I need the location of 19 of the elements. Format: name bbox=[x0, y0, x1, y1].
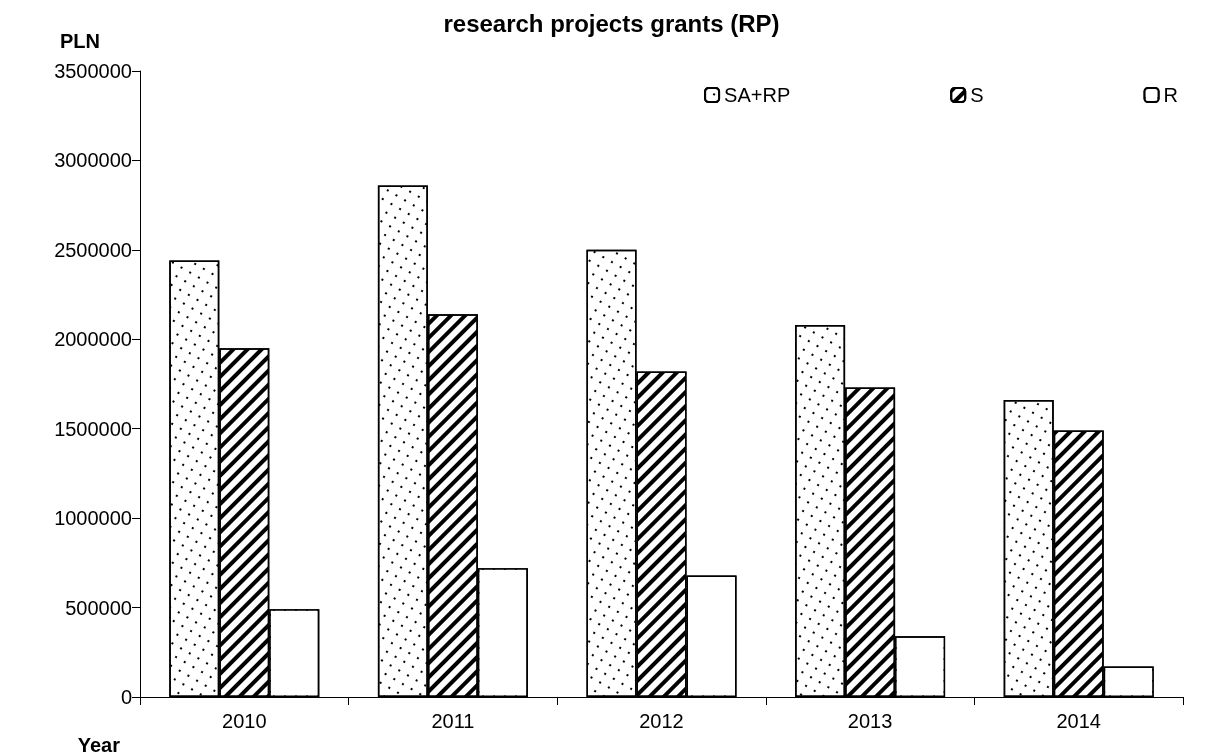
x-tick-label: 2012 bbox=[639, 710, 684, 732]
x-tick-label: 2011 bbox=[431, 710, 475, 732]
y-tick-label: 3000000 bbox=[54, 149, 132, 172]
x-tick-label: 2013 bbox=[847, 710, 893, 732]
y-tick-label: 0 bbox=[120, 686, 132, 708]
chart-title: research projects grants (RP) bbox=[443, 9, 780, 37]
legend-label: S bbox=[970, 84, 984, 106]
y-tick-label: 500000 bbox=[65, 596, 132, 619]
y-tick-label: 2000000 bbox=[54, 328, 132, 351]
y-tick-label: 1500000 bbox=[54, 417, 132, 440]
x-tick-label: 2010 bbox=[222, 710, 267, 732]
y-tick-label: 3500000 bbox=[54, 60, 132, 82]
legend-label: R bbox=[1163, 84, 1179, 106]
legend-label: SA+RP bbox=[724, 84, 791, 106]
x-axis-title: Year bbox=[77, 734, 121, 756]
x-tick-label: 2014 bbox=[1056, 710, 1101, 732]
y-axis-title: PLN bbox=[60, 30, 100, 52]
y-tick-label: 1000000 bbox=[54, 507, 132, 530]
y-tick-label: 2500000 bbox=[54, 238, 132, 261]
